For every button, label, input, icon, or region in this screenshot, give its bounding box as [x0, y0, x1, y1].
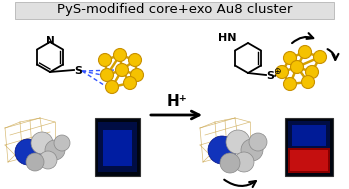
Circle shape — [234, 152, 254, 172]
Circle shape — [26, 153, 44, 171]
Text: ⊕: ⊕ — [273, 67, 281, 77]
Circle shape — [220, 153, 240, 173]
Text: N: N — [46, 36, 54, 46]
Circle shape — [302, 75, 314, 88]
Circle shape — [131, 68, 143, 81]
Circle shape — [116, 64, 128, 77]
Circle shape — [113, 49, 126, 61]
Circle shape — [241, 139, 263, 161]
Circle shape — [298, 46, 312, 59]
Circle shape — [208, 136, 236, 164]
Text: PyS-modified core+exo Au8 cluster: PyS-modified core+exo Au8 cluster — [57, 4, 292, 16]
FancyArrowPatch shape — [327, 49, 339, 60]
Circle shape — [31, 132, 53, 154]
FancyArrowPatch shape — [224, 180, 256, 187]
Bar — [98, 122, 137, 172]
Bar — [290, 150, 328, 171]
Text: S: S — [266, 71, 274, 81]
Circle shape — [283, 77, 297, 91]
Circle shape — [249, 133, 267, 151]
Circle shape — [128, 53, 141, 67]
Bar — [288, 121, 330, 148]
Circle shape — [305, 66, 319, 78]
Text: H⁺: H⁺ — [166, 94, 187, 109]
Text: HN: HN — [218, 33, 237, 43]
Circle shape — [313, 50, 327, 64]
Bar — [103, 130, 132, 166]
Bar — [292, 125, 326, 146]
Circle shape — [226, 130, 250, 154]
Circle shape — [124, 77, 136, 90]
Bar — [288, 148, 330, 173]
Circle shape — [101, 68, 113, 81]
Bar — [285, 118, 333, 176]
FancyBboxPatch shape — [15, 2, 334, 19]
Circle shape — [45, 140, 65, 160]
Circle shape — [275, 66, 289, 78]
Text: S: S — [74, 66, 82, 76]
FancyArrowPatch shape — [292, 33, 313, 43]
Circle shape — [15, 139, 41, 165]
Circle shape — [283, 51, 297, 64]
Circle shape — [54, 135, 70, 151]
Circle shape — [98, 53, 111, 67]
Circle shape — [290, 60, 304, 74]
Circle shape — [39, 151, 57, 169]
Bar — [95, 118, 140, 176]
Circle shape — [105, 81, 119, 94]
